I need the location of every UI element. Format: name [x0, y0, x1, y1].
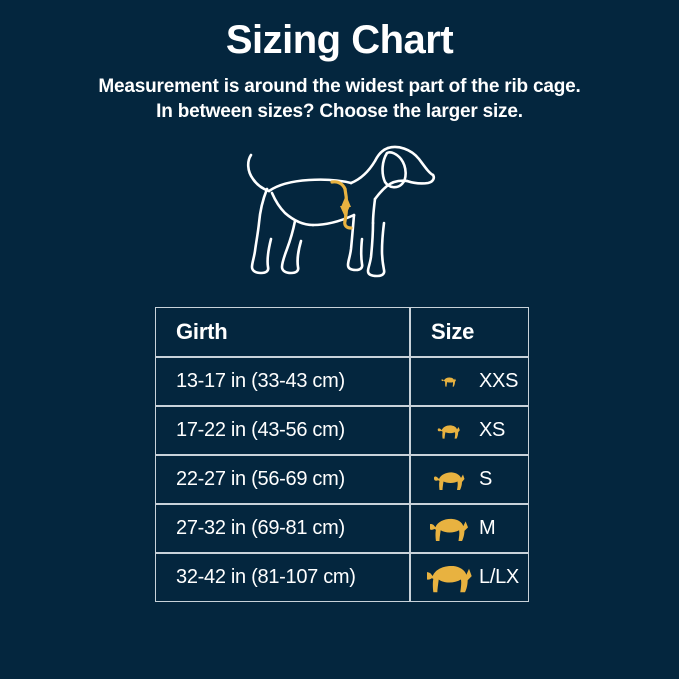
size-value: XS [479, 419, 506, 441]
dog-silhouette-icon [421, 459, 477, 501]
dog-silhouette-icon [421, 361, 477, 403]
column-header-girth: Girth [155, 307, 410, 357]
dog-silhouette-icon [421, 508, 477, 550]
table-row: 13-17 in (33-43 cm) [155, 357, 529, 406]
cell-girth: 32-42 in (81-107 cm) [155, 553, 410, 602]
girth-value: 27-32 in (69-81 cm) [176, 517, 345, 539]
column-header-girth-label: Girth [176, 319, 228, 344]
cell-size: L/LX [410, 553, 529, 602]
cell-size: XS [410, 406, 529, 455]
size-table-container: Girth Size 13-17 in (33-43 cm) [155, 307, 529, 602]
girth-value: 17-22 in (43-56 cm) [176, 419, 345, 441]
subtitle: Measurement is around the widest part of… [0, 74, 679, 125]
size-table: Girth Size 13-17 in (33-43 cm) [155, 307, 529, 602]
cell-size: XXS [410, 357, 529, 406]
cell-size: S [410, 455, 529, 504]
size-value: S [479, 468, 493, 490]
dog-silhouette-icon [421, 557, 477, 599]
girth-value: 32-42 in (81-107 cm) [176, 566, 356, 588]
header: Sizing Chart Measurement is around the w… [0, 0, 679, 125]
girth-arrow-heads [339, 194, 351, 217]
column-header-size: Size [410, 307, 529, 357]
cell-girth: 17-22 in (43-56 cm) [155, 406, 410, 455]
cell-girth: 22-27 in (56-69 cm) [155, 455, 410, 504]
table-row: 17-22 in (43-56 cm) [155, 406, 529, 455]
size-value: XXS [479, 370, 519, 392]
dog-girth-illustration [246, 145, 435, 278]
girth-value: 22-27 in (56-69 cm) [176, 468, 345, 490]
table-header-row: Girth Size [155, 307, 529, 357]
girth-value: 13-17 in (33-43 cm) [176, 370, 345, 392]
cell-girth: 27-32 in (69-81 cm) [155, 504, 410, 553]
subtitle-line-2: In between sizes? Choose the larger size… [156, 101, 523, 123]
subtitle-line-1: Measurement is around the widest part of… [98, 75, 581, 97]
size-value: M [479, 517, 496, 539]
column-header-size-label: Size [431, 319, 475, 344]
dog-silhouette-icon [421, 410, 477, 452]
cell-size: M [410, 504, 529, 553]
cell-girth: 13-17 in (33-43 cm) [155, 357, 410, 406]
table-row: 27-32 in (69-81 cm) [155, 504, 529, 553]
page-title: Sizing Chart [225, 18, 454, 62]
table-row: 32-42 in (81-107 cm) [155, 553, 529, 602]
size-value: L/LX [479, 566, 519, 588]
table-row: 22-27 in (56-69 cm) [155, 455, 529, 504]
